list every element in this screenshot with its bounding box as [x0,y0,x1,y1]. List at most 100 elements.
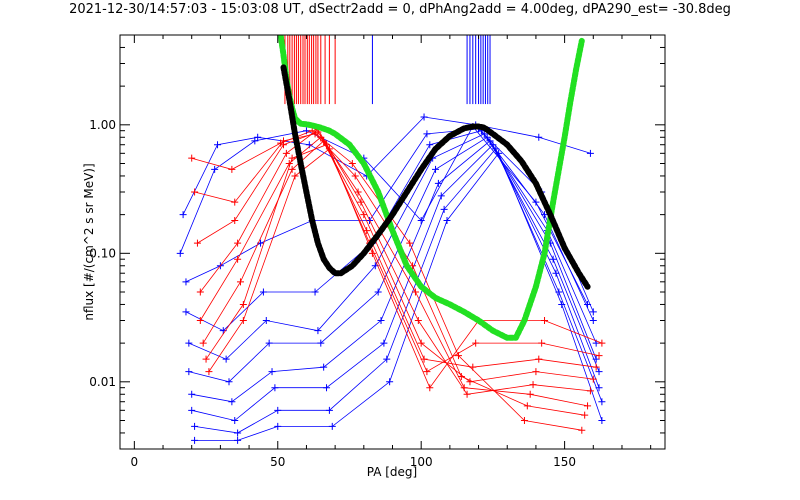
red-series-point [231,217,239,225]
red-series-point [538,339,546,347]
blue-series-point [274,422,282,430]
red-series-point [469,363,477,371]
blue-series-line [188,133,597,360]
blue-series-point [586,149,594,157]
red-series-point [368,249,376,257]
blue-series-point [541,211,549,219]
blue-series-point [191,422,199,430]
y-tick-label: 0.10 [89,246,116,260]
blue-series-point [598,416,606,424]
blue-series-point [274,406,282,414]
red-series-line [191,130,582,431]
blue-series-point [558,300,566,308]
red-series-point [472,339,480,347]
red-series-point [592,363,600,371]
red-series-point [520,416,528,424]
red-series-point [288,165,296,173]
red-series-point [426,384,434,392]
blue-series-point [589,308,597,316]
red-series-point [196,317,204,325]
blue-series-point [328,422,336,430]
x-tick-label: 150 [553,455,576,469]
blue-series-point [234,429,242,437]
red-series-point [595,352,603,360]
x-tick-label: 100 [410,455,433,469]
blue-series-point [423,130,431,138]
blue-series-point [483,133,491,141]
blue-series-point [552,269,560,277]
blue-series-point [532,198,540,206]
blue-series-point [185,368,193,376]
blue-series-line [182,116,591,215]
red-series-point [348,159,356,167]
blue-series-point [377,317,385,325]
red-series-point [196,288,204,296]
red-series-point [202,355,210,363]
red-series-point [193,239,201,247]
red-series-point [578,426,586,434]
blue-series-point [188,406,196,414]
blue-series-point [176,249,184,257]
black-curve [280,64,591,290]
blue-series-point [489,141,497,149]
blue-series-point [486,137,494,145]
red-series-point [414,317,422,325]
blue-series-point [271,384,279,392]
red-series-point [191,188,199,196]
blue-series-point [480,130,488,138]
red-series-point [239,317,247,325]
blue-series-point [225,378,233,386]
red-series-point [291,172,299,180]
blue-series-point [325,406,333,414]
blue-series-point [214,141,222,149]
blue-series-point [185,339,193,347]
blue-series-point [182,278,190,286]
red-series-point [586,387,594,395]
red-series-point [466,378,474,386]
red-series-point [234,255,242,263]
blue-series-point [440,205,448,213]
red-series-point [526,390,534,398]
blue-series-point [598,398,606,406]
red-series-point [239,300,247,308]
red-series-point [325,145,333,153]
y-axis-label: nflux [#/(cm^2 s sr MeV)] [82,163,96,320]
red-series-point [535,355,543,363]
blue-series-point [191,436,199,444]
blue-series-point [386,378,394,386]
blue-series-point [311,288,319,296]
red-series-point [234,239,242,247]
red-series-point [228,165,236,173]
red-series-point [423,368,431,376]
blue-series-point [549,255,557,263]
red-series-point [288,154,296,162]
blue-series-point [595,368,603,376]
blue-series-point [589,317,597,325]
blue-series-point [323,384,331,392]
blue-series-point [535,133,543,141]
red-series-point [199,339,207,347]
red-series-point [589,375,597,383]
y-tick-label: 1.00 [89,118,116,132]
red-series-point [417,339,425,347]
red-series-point [532,368,540,376]
blue-series-point [262,317,270,325]
blue-series-point [188,390,196,398]
blue-series-point [234,436,242,444]
y-tick-label: 0.01 [89,375,116,389]
red-series-point [581,411,589,419]
blue-series-point [437,192,445,200]
blue-series-point [420,113,428,121]
blue-series-point [443,217,451,225]
red-series-point [317,133,325,141]
blue-series-point [314,327,322,335]
blue-series-point [374,288,382,296]
red-series-point [523,402,531,410]
blue-series-point [179,211,187,219]
x-axis-label: PA [deg] [367,465,417,479]
blue-series-point [231,416,239,424]
blue-series-point [254,133,262,141]
plot-data [176,35,606,444]
red-series-point [584,402,592,410]
